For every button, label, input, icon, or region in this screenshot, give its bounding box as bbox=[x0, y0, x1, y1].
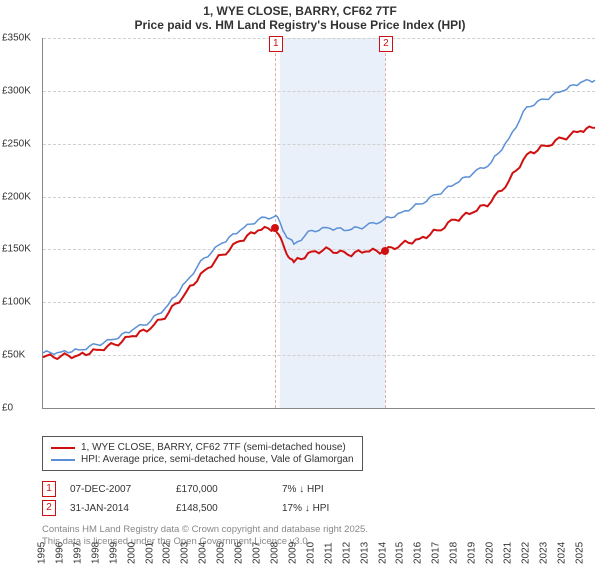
series-line-hpi bbox=[43, 80, 595, 355]
x-axis-label: 2018 bbox=[449, 412, 460, 564]
x-axis-label: 2017 bbox=[431, 412, 442, 564]
x-axis-label: 1996 bbox=[54, 412, 65, 564]
x-axis-label: 2015 bbox=[395, 412, 406, 564]
x-axis-label: 2021 bbox=[502, 412, 513, 564]
x-axis-label: 1999 bbox=[108, 412, 119, 564]
x-axis-label: 2010 bbox=[305, 412, 316, 564]
chart-plot-area: 12 bbox=[42, 38, 595, 409]
title-line-1: 1, WYE CLOSE, BARRY, CF62 7TF bbox=[0, 4, 600, 18]
x-axis-label: 1995 bbox=[37, 412, 48, 564]
y-axis-label: £150K bbox=[2, 244, 31, 255]
x-axis-label: 2011 bbox=[323, 412, 334, 564]
event-marker-badge: 2 bbox=[379, 36, 393, 52]
x-axis-label: 2006 bbox=[234, 412, 245, 564]
x-axis-label: 2004 bbox=[198, 412, 209, 564]
y-axis-label: £250K bbox=[2, 138, 31, 149]
x-axis-label: 2001 bbox=[144, 412, 155, 564]
x-axis-label: 2007 bbox=[252, 412, 263, 564]
price-marker bbox=[271, 224, 279, 232]
y-axis-label: £350K bbox=[2, 33, 31, 44]
x-axis-label: 2012 bbox=[341, 412, 352, 564]
x-axis-label: 2008 bbox=[269, 412, 280, 564]
x-axis-label: 2019 bbox=[467, 412, 478, 564]
x-axis-label: 2000 bbox=[126, 412, 137, 564]
x-axis-label: 2009 bbox=[287, 412, 298, 564]
chart-svg bbox=[43, 38, 595, 408]
series-line-price_paid bbox=[43, 127, 595, 360]
y-axis-label: £100K bbox=[2, 297, 31, 308]
x-axis-label: 2023 bbox=[538, 412, 549, 564]
x-axis-label: 1998 bbox=[90, 412, 101, 564]
x-axis-label: 2005 bbox=[216, 412, 227, 564]
x-axis-label: 2014 bbox=[377, 412, 388, 564]
title-line-2: Price paid vs. HM Land Registry's House … bbox=[0, 18, 600, 32]
y-axis-label: £200K bbox=[2, 191, 31, 202]
y-axis-label: £300K bbox=[2, 85, 31, 96]
x-axis-label: 1997 bbox=[72, 412, 83, 564]
x-axis-label: 2013 bbox=[359, 412, 370, 564]
x-axis-label: 2020 bbox=[485, 412, 496, 564]
x-axis-label: 2002 bbox=[162, 412, 173, 564]
x-axis-label: 2003 bbox=[180, 412, 191, 564]
x-axis-label: 2024 bbox=[556, 412, 567, 564]
x-axis-label: 2022 bbox=[520, 412, 531, 564]
event-marker-badge: 1 bbox=[269, 36, 283, 52]
x-axis-label: 2016 bbox=[413, 412, 424, 564]
price-marker bbox=[381, 247, 389, 255]
y-axis-label: £50K bbox=[2, 350, 25, 361]
x-axis-label: 2025 bbox=[574, 412, 585, 564]
chart-title-block: 1, WYE CLOSE, BARRY, CF62 7TF Price paid… bbox=[0, 0, 600, 32]
y-axis-label: £0 bbox=[2, 403, 13, 414]
